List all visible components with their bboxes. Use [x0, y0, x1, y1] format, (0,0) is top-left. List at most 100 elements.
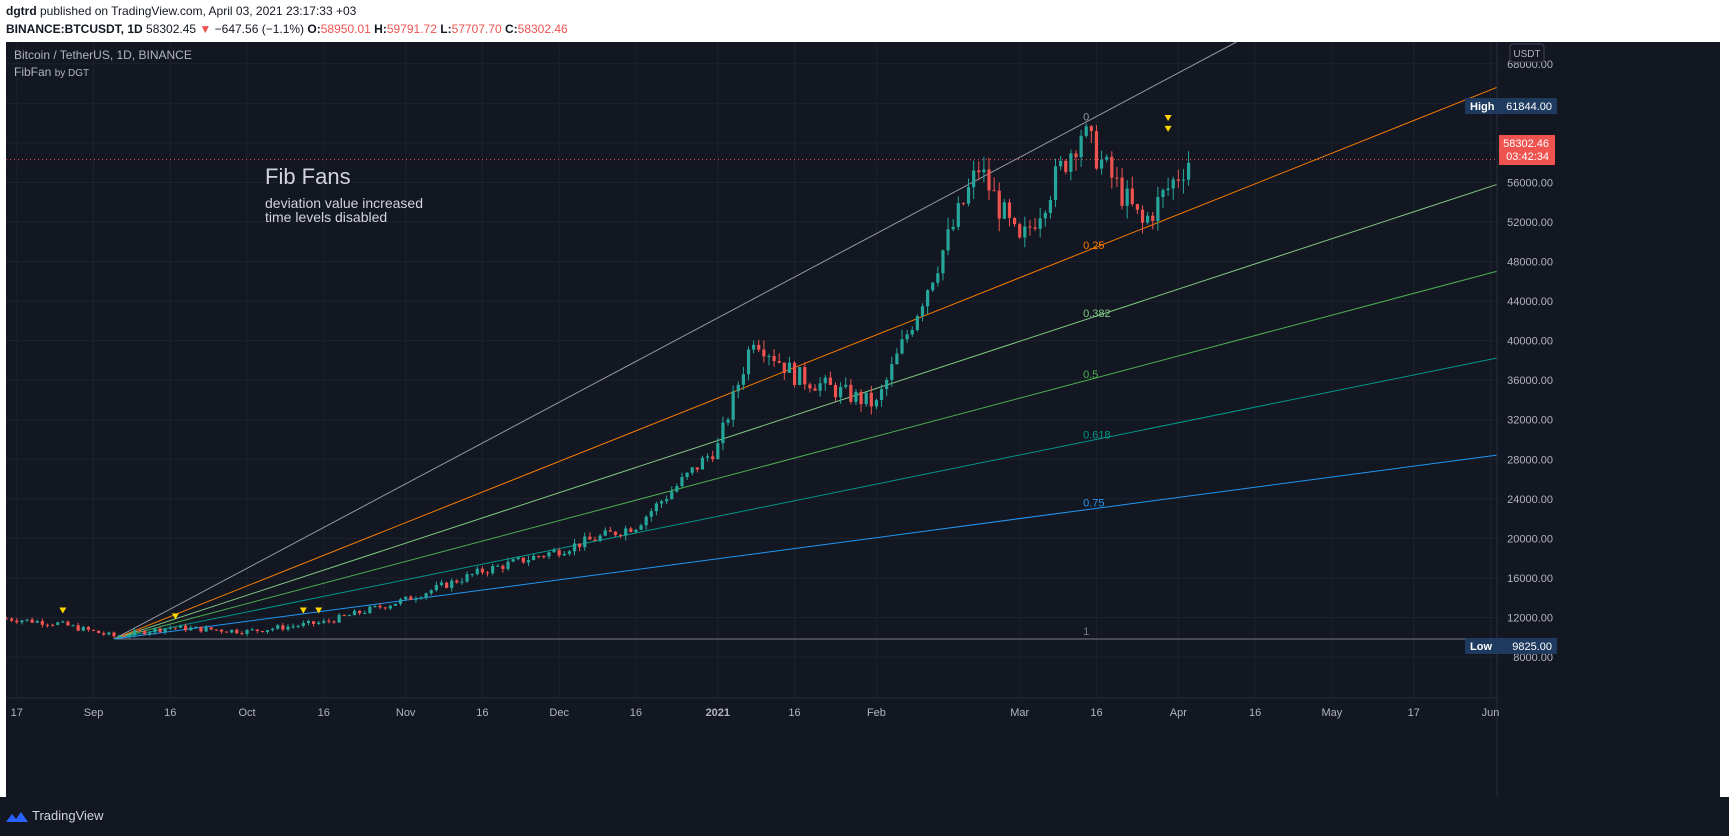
price-tick-label: 48000.00	[1507, 257, 1553, 269]
candle-body	[926, 290, 930, 307]
candle-body	[301, 623, 305, 626]
candle-body	[419, 597, 423, 599]
high-label: H:	[374, 22, 387, 36]
candle-body	[670, 491, 674, 500]
price-tick-label: 16000.00	[1507, 573, 1553, 585]
time-tick-label: May	[1321, 707, 1342, 719]
time-tick-label: Jun	[1482, 707, 1500, 719]
high-badge-label: High	[1470, 101, 1495, 113]
candle-body	[792, 362, 797, 385]
candle-body	[219, 629, 224, 632]
candle-body	[992, 190, 996, 192]
candle-body	[808, 384, 812, 389]
grid-lines	[6, 42, 1497, 698]
candle-body	[879, 389, 884, 401]
price-tick-label: 28000.00	[1507, 454, 1553, 466]
candle-body	[388, 605, 392, 609]
candle-body	[1043, 212, 1047, 219]
price-chart[interactable]: 0 0.25 0.382 0.5 0.618 0.75 1 Bitcoin / Tether…	[4, 41, 1720, 797]
signal-marker-icon	[171, 613, 179, 620]
candle-body	[1089, 126, 1093, 132]
candle-body	[608, 530, 612, 532]
legend-instrument[interactable]: Bitcoin / TetherUS, 1D, BINANCE	[14, 48, 192, 62]
brand-name: TradingView	[32, 808, 104, 823]
candle-body	[531, 556, 536, 561]
candle-body	[66, 621, 70, 626]
fan-label-0.5: 0.5	[1083, 369, 1098, 381]
candle-body	[506, 561, 510, 569]
time-tick-label: Mar	[1010, 707, 1029, 719]
candle-body	[1130, 188, 1134, 205]
candle-body	[767, 355, 771, 357]
candle-body	[1105, 156, 1109, 160]
candle-body	[823, 377, 827, 384]
low-badge-value: 9825.00	[1512, 641, 1552, 653]
footer-bar: TradingView	[0, 797, 1729, 836]
candle-body	[368, 606, 372, 613]
candle-body	[1079, 135, 1083, 158]
candle-body	[982, 169, 986, 173]
candle-body	[936, 273, 940, 283]
publisher-name[interactable]: dgtrd	[6, 4, 37, 18]
tradingview-logo-icon	[6, 811, 28, 822]
candle-body	[480, 568, 485, 573]
publisher-line: dgtrd published on TradingView.com, Apri…	[6, 4, 356, 18]
fan-label-0.75: 0.75	[1083, 497, 1104, 509]
candle-body	[194, 626, 198, 628]
candle-body	[1115, 177, 1119, 179]
candle-body	[81, 626, 85, 631]
fan-label-1: 1	[1083, 626, 1089, 638]
signal-marker-icon	[1164, 115, 1172, 122]
price-tick-label: 40000.00	[1507, 336, 1553, 348]
candle-body	[1094, 131, 1099, 169]
candle-body	[910, 329, 914, 335]
candle-body	[311, 621, 316, 625]
candle-body	[552, 549, 556, 553]
currency-button[interactable]	[1509, 43, 1545, 63]
candle-body	[1166, 188, 1170, 191]
time-tick-label: 2021	[706, 707, 730, 719]
tradingview-logo[interactable]: TradingView	[6, 808, 104, 824]
candle-body	[61, 621, 65, 623]
time-axis[interactable]: 17 Sep 16 Oct 16 Nov 16 Dec 16 2021 16 Feb Mar 16 Apr 1…	[11, 707, 1500, 719]
fan-line-0.25	[113, 86, 1498, 640]
price-tick-label: 12000.00	[1507, 612, 1553, 624]
candle-body	[322, 620, 326, 623]
candle-body	[966, 187, 971, 204]
candle-body	[352, 610, 357, 616]
candle-body	[849, 384, 853, 402]
candle-body	[393, 603, 398, 606]
ohlc-line: BINANCE:BTCUSDT, 1D 58302.45 ▼ −647.56 (…	[6, 22, 568, 36]
annotation-line-1[interactable]: deviation value increased	[265, 195, 423, 211]
candle-body	[291, 626, 295, 628]
candle-body	[10, 618, 14, 621]
candle-body	[76, 625, 80, 631]
candle-body	[526, 560, 531, 563]
candle-body	[1176, 179, 1180, 181]
legend-indicator[interactable]: FibFan by DGT	[14, 65, 89, 79]
time-tick-label: 17	[11, 707, 23, 719]
candle-body	[189, 627, 193, 631]
candle-body	[1099, 159, 1104, 169]
candle-body	[1171, 179, 1175, 189]
time-tick-label: 16	[318, 707, 330, 719]
low-label: L:	[440, 22, 452, 36]
candle-body	[148, 632, 152, 635]
candle-body	[491, 565, 495, 574]
candle-body	[20, 620, 24, 623]
candle-body	[705, 456, 710, 458]
annotation-title[interactable]: Fib Fans	[265, 164, 351, 189]
candle-body	[731, 391, 735, 420]
candle-body	[941, 250, 945, 274]
last-price: 58302.45	[146, 22, 197, 36]
candle-body	[1012, 218, 1017, 225]
candle-body	[690, 467, 694, 473]
annotation-line-2[interactable]: time levels disabled	[265, 209, 387, 225]
candle-body	[276, 625, 280, 629]
candle-body	[404, 596, 408, 600]
down-arrow-icon: ▼	[199, 22, 212, 36]
candle-body	[782, 362, 786, 373]
candle-body	[1064, 160, 1068, 172]
chart-pane[interactable]: 0 0.25 0.382 0.5 0.618 0.75 1 Bitcoin / Tether…	[4, 41, 1720, 797]
candle-body	[567, 551, 572, 554]
